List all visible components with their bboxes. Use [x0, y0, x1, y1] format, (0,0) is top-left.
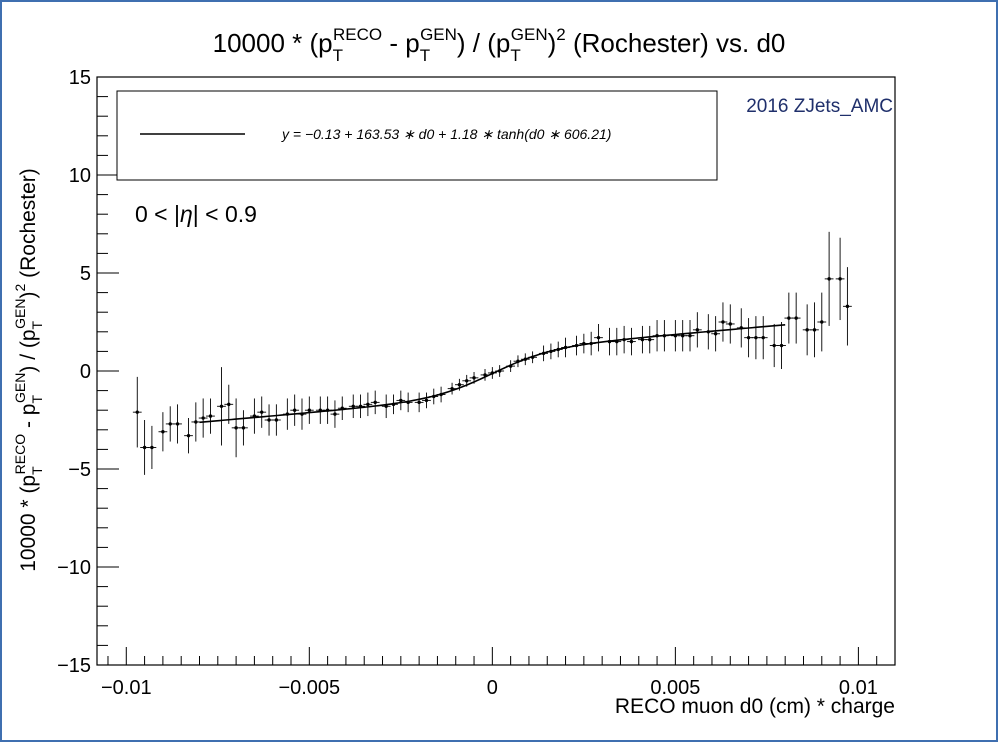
data-point [487, 367, 497, 379]
data-point [678, 320, 688, 352]
data-point [594, 323, 603, 352]
data-point [389, 394, 398, 415]
data-point [455, 378, 464, 391]
y-tick-label: 10 [69, 165, 91, 187]
data-point [506, 360, 516, 372]
x-tick-label: 0.005 [650, 677, 700, 699]
data-point [817, 292, 827, 352]
data-point [290, 394, 300, 426]
data-point [422, 392, 431, 409]
sample-label: 2016 ZJets_AMC [746, 96, 893, 117]
data-point [198, 398, 208, 438]
data-point [843, 267, 852, 346]
y-tick-label: 0 [80, 361, 91, 383]
data-point [231, 398, 241, 458]
data-point [605, 327, 614, 356]
data-point [802, 304, 812, 356]
data-point [495, 365, 505, 377]
legend-entry: y = −0.13 + 163.53 ∗ d0 + 1.18 ∗ tanh(d0… [281, 126, 611, 142]
data-point [553, 341, 563, 358]
data-point [572, 335, 581, 356]
data-point [645, 325, 655, 354]
data-point [619, 325, 629, 354]
data-point [835, 237, 845, 321]
y-tick-label: −15 [57, 655, 91, 677]
data-point [436, 386, 446, 403]
data-point [725, 304, 735, 344]
data-point [323, 396, 333, 424]
y-axis-label: 10000 * (pTRECO - pTGEN) / (pTGEN)2 (Roc… [12, 168, 45, 572]
data-point [579, 333, 589, 354]
x-tick-label: 0.01 [839, 677, 878, 699]
x-axis-label: RECO muon d0 (cm) * charge [615, 695, 895, 718]
data-point [381, 394, 391, 419]
data-point [824, 231, 834, 326]
data-point [337, 396, 347, 420]
data-point [414, 392, 424, 413]
data-point [546, 343, 556, 360]
data-point [330, 400, 340, 428]
data-point [132, 376, 142, 448]
data-point [173, 404, 182, 444]
data-point [429, 388, 439, 405]
data-point [363, 392, 373, 417]
data-point [718, 302, 728, 342]
data-point [257, 396, 267, 428]
x-axis-ticks: −0.01 −0.005 0 0.005 0.01 [101, 647, 896, 699]
y-axis-ticks: −15 −10 −5 0 5 10 15 [57, 67, 119, 677]
y-tick-label: −5 [68, 459, 91, 481]
data-point [239, 410, 248, 446]
data-point [659, 320, 669, 352]
data-point [703, 314, 713, 350]
data-point [586, 331, 596, 356]
data-point [711, 316, 721, 352]
data-point [217, 367, 226, 446]
y-tick-label: 5 [80, 263, 91, 285]
data-point [224, 384, 234, 424]
data-point [612, 327, 622, 356]
data-point [250, 398, 259, 434]
y-tick-label: 15 [69, 67, 91, 89]
x-tick-label: −0.01 [101, 677, 152, 699]
data-point [736, 308, 746, 348]
data-point [447, 382, 457, 395]
data-point [304, 396, 314, 424]
data-point [539, 345, 548, 362]
data-point [627, 327, 636, 356]
data-point [758, 316, 768, 360]
data-point [158, 412, 168, 452]
data-point [692, 312, 702, 348]
data-point [206, 398, 215, 434]
data-point [810, 302, 819, 358]
eta-label: 0 < |η| < 0.9 [135, 201, 257, 227]
data-point [297, 398, 307, 430]
data-point [528, 351, 537, 364]
data-point [480, 369, 490, 381]
data-point [561, 337, 570, 358]
data-point [396, 390, 406, 411]
data-point [147, 425, 157, 469]
data-point [462, 374, 472, 387]
x-tick-label: 0 [487, 677, 498, 699]
chart-title: 10000 * (pTRECO - pTGEN) / (pTGEN)2 (Roc… [213, 25, 786, 65]
data-point [191, 402, 201, 442]
data-point [271, 404, 281, 436]
data-point [520, 353, 530, 366]
data-point [469, 371, 479, 384]
data-point [777, 322, 786, 370]
y-tick-label: −10 [57, 557, 91, 579]
legend-box [116, 90, 718, 181]
data-point [403, 392, 413, 413]
data-point [356, 394, 365, 419]
data-point [685, 320, 695, 352]
x-tick-label: −0.005 [278, 677, 340, 699]
data-point [791, 292, 801, 344]
data-point [282, 398, 292, 430]
data-points [132, 231, 852, 475]
data-point [370, 390, 380, 415]
data-point [513, 355, 523, 368]
data-point [184, 418, 193, 454]
